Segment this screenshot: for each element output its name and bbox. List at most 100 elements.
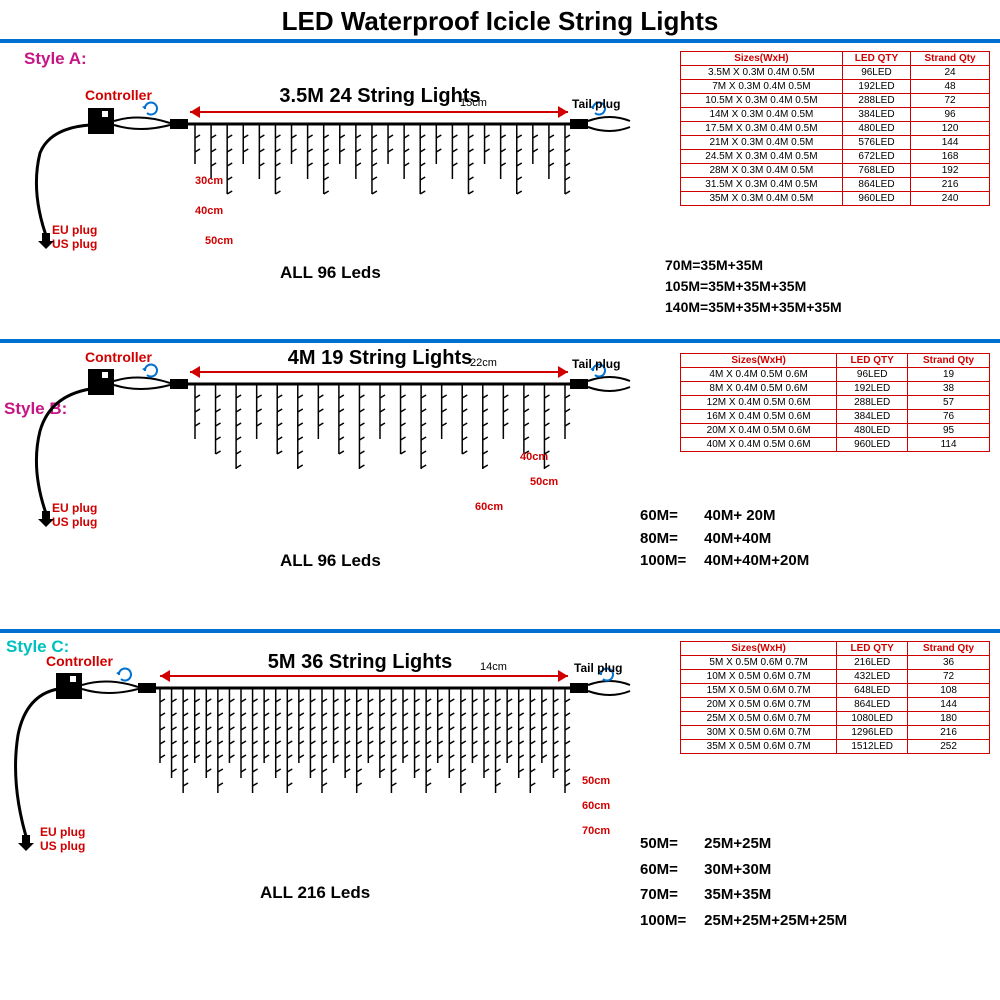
table-row: 4M X 0.4M 0.5M 0.6M96LED19 <box>681 368 990 382</box>
combo-row: 80M= 40M+40M <box>640 528 809 551</box>
td: 10M X 0.5M 0.6M 0.7M <box>681 670 837 684</box>
table-row: 16M X 0.4M 0.5M 0.6M384LED76 <box>681 410 990 424</box>
td: 40M X 0.4M 0.5M 0.6M <box>681 438 837 452</box>
combo-row: 100M= 40M+40M+20M <box>640 550 809 573</box>
spacing-c: 14cm <box>480 661 507 673</box>
table-row: 3.5M X 0.3M 0.4M 0.5M96LED24 <box>681 66 990 80</box>
diagram-a: Controller EU plug US plug <box>30 73 630 323</box>
td: 24 <box>911 66 990 80</box>
td: 480LED <box>837 424 908 438</box>
td: 7M X 0.3M 0.4M 0.5M <box>681 80 843 94</box>
refresh-icon <box>142 99 160 119</box>
td: 144 <box>908 698 990 712</box>
drop-b-2: 60cm <box>475 501 503 513</box>
th: Sizes(WxH) <box>681 354 837 368</box>
table-row: 8M X 0.4M 0.5M 0.6M192LED38 <box>681 382 990 396</box>
td: 252 <box>908 740 990 754</box>
td: 216 <box>911 178 990 192</box>
td: 28M X 0.3M 0.4M 0.5M <box>681 164 843 178</box>
table-row: 12M X 0.4M 0.5M 0.6M288LED57 <box>681 396 990 410</box>
table-row: 5M X 0.5M 0.6M 0.7M216LED36 <box>681 656 990 670</box>
table-row: 7M X 0.3M 0.4M 0.5M192LED48 <box>681 80 990 94</box>
combo-row: 100M= 25M+25M+25M+25M <box>640 908 847 934</box>
th: Sizes(WxH) <box>681 642 837 656</box>
spec-table-a: Sizes(WxH)LED QTYStrand Qty 3.5M X 0.3M … <box>680 51 990 206</box>
td: 864LED <box>837 698 908 712</box>
td: 38 <box>908 382 990 396</box>
all-leds-b: ALL 96 Leds <box>280 551 381 571</box>
td: 8M X 0.4M 0.5M 0.6M <box>681 382 837 396</box>
th: Strand Qty <box>908 354 990 368</box>
td: 72 <box>911 94 990 108</box>
td: 31.5M X 0.3M 0.4M 0.5M <box>681 178 843 192</box>
refresh-icon <box>142 361 160 381</box>
td: 76 <box>908 410 990 424</box>
diagram-c: Controller EU plug US plug 5M 36 String … <box>30 655 630 905</box>
table-row: 24.5M X 0.3M 0.4M 0.5M672LED168 <box>681 150 990 164</box>
spacing-a: 15cm <box>460 97 487 109</box>
td: 15M X 0.5M 0.6M 0.7M <box>681 684 837 698</box>
th: Strand Qty <box>908 642 990 656</box>
drop-c-2: 70cm <box>582 825 610 837</box>
td: 36 <box>908 656 990 670</box>
td: 168 <box>911 150 990 164</box>
td: 1512LED <box>837 740 908 754</box>
td: 108 <box>908 684 990 698</box>
table-row: 14M X 0.3M 0.4M 0.5M384LED96 <box>681 108 990 122</box>
td: 768LED <box>842 164 910 178</box>
table-row: 15M X 0.5M 0.6M 0.7M648LED108 <box>681 684 990 698</box>
td: 192 <box>911 164 990 178</box>
td: 384LED <box>837 410 908 424</box>
td: 960LED <box>842 192 910 206</box>
td: 114 <box>908 438 990 452</box>
spec-table-b: Sizes(WxH)LED QTYStrand Qty 4M X 0.4M 0.… <box>680 353 990 452</box>
tail-plug-b: Tail plug <box>572 357 620 371</box>
td: 864LED <box>842 178 910 192</box>
drop-a-0: 30cm <box>195 175 223 187</box>
td: 180 <box>908 712 990 726</box>
td: 648LED <box>837 684 908 698</box>
drop-b-0: 40cm <box>520 451 548 463</box>
width-arrow-b <box>190 371 568 373</box>
td: 96LED <box>842 66 910 80</box>
td: 576LED <box>842 136 910 150</box>
section-b: Style B: Controller EU plug US plug 4M 1… <box>0 339 1000 629</box>
td: 96LED <box>837 368 908 382</box>
combo-row: 60M= 40M+ 20M <box>640 505 809 528</box>
td: 96 <box>911 108 990 122</box>
td: 384LED <box>842 108 910 122</box>
combo-row: 60M= 30M+30M <box>640 857 847 883</box>
table-row: 17.5M X 0.3M 0.4M 0.5M480LED120 <box>681 122 990 136</box>
td: 192LED <box>842 80 910 94</box>
td: 3.5M X 0.3M 0.4M 0.5M <box>681 66 843 80</box>
section-a: Style A: Controller EU plug US plug <box>0 39 1000 339</box>
drop-a-1: 40cm <box>195 205 223 217</box>
td: 72 <box>908 670 990 684</box>
combo-row: 70M=35M+35M <box>665 255 842 276</box>
section-c: Style C: Controller EU plug US plug 5M 3… <box>0 629 1000 999</box>
td: 216 <box>908 726 990 740</box>
combos-b: 60M= 40M+ 20M80M= 40M+40M100M= 40M+40M+2… <box>640 505 809 573</box>
td: 480LED <box>842 122 910 136</box>
table-row: 30M X 0.5M 0.6M 0.7M1296LED216 <box>681 726 990 740</box>
td: 4M X 0.4M 0.5M 0.6M <box>681 368 837 382</box>
table-row: 20M X 0.5M 0.6M 0.7M864LED144 <box>681 698 990 712</box>
diagram-b: Controller EU plug US plug 4M 19 String … <box>30 351 630 601</box>
td: 1296LED <box>837 726 908 740</box>
all-leds-a: ALL 96 Leds <box>280 263 381 283</box>
th: Strand Qty <box>911 52 990 66</box>
td: 57 <box>908 396 990 410</box>
refresh-icon <box>116 665 134 685</box>
th: LED QTY <box>842 52 910 66</box>
width-arrow-c <box>160 675 568 677</box>
table-row: 35M X 0.5M 0.6M 0.7M1512LED252 <box>681 740 990 754</box>
spacing-b: 22cm <box>470 357 497 369</box>
td: 12M X 0.4M 0.5M 0.6M <box>681 396 837 410</box>
table-row: 20M X 0.4M 0.5M 0.6M480LED95 <box>681 424 990 438</box>
width-arrow-a <box>190 111 568 113</box>
td: 20M X 0.5M 0.6M 0.7M <box>681 698 837 712</box>
table-row: 21M X 0.3M 0.4M 0.5M576LED144 <box>681 136 990 150</box>
drop-c-1: 60cm <box>582 800 610 812</box>
length-title-c: 5M 36 String Lights <box>190 651 530 674</box>
td: 5M X 0.5M 0.6M 0.7M <box>681 656 837 670</box>
